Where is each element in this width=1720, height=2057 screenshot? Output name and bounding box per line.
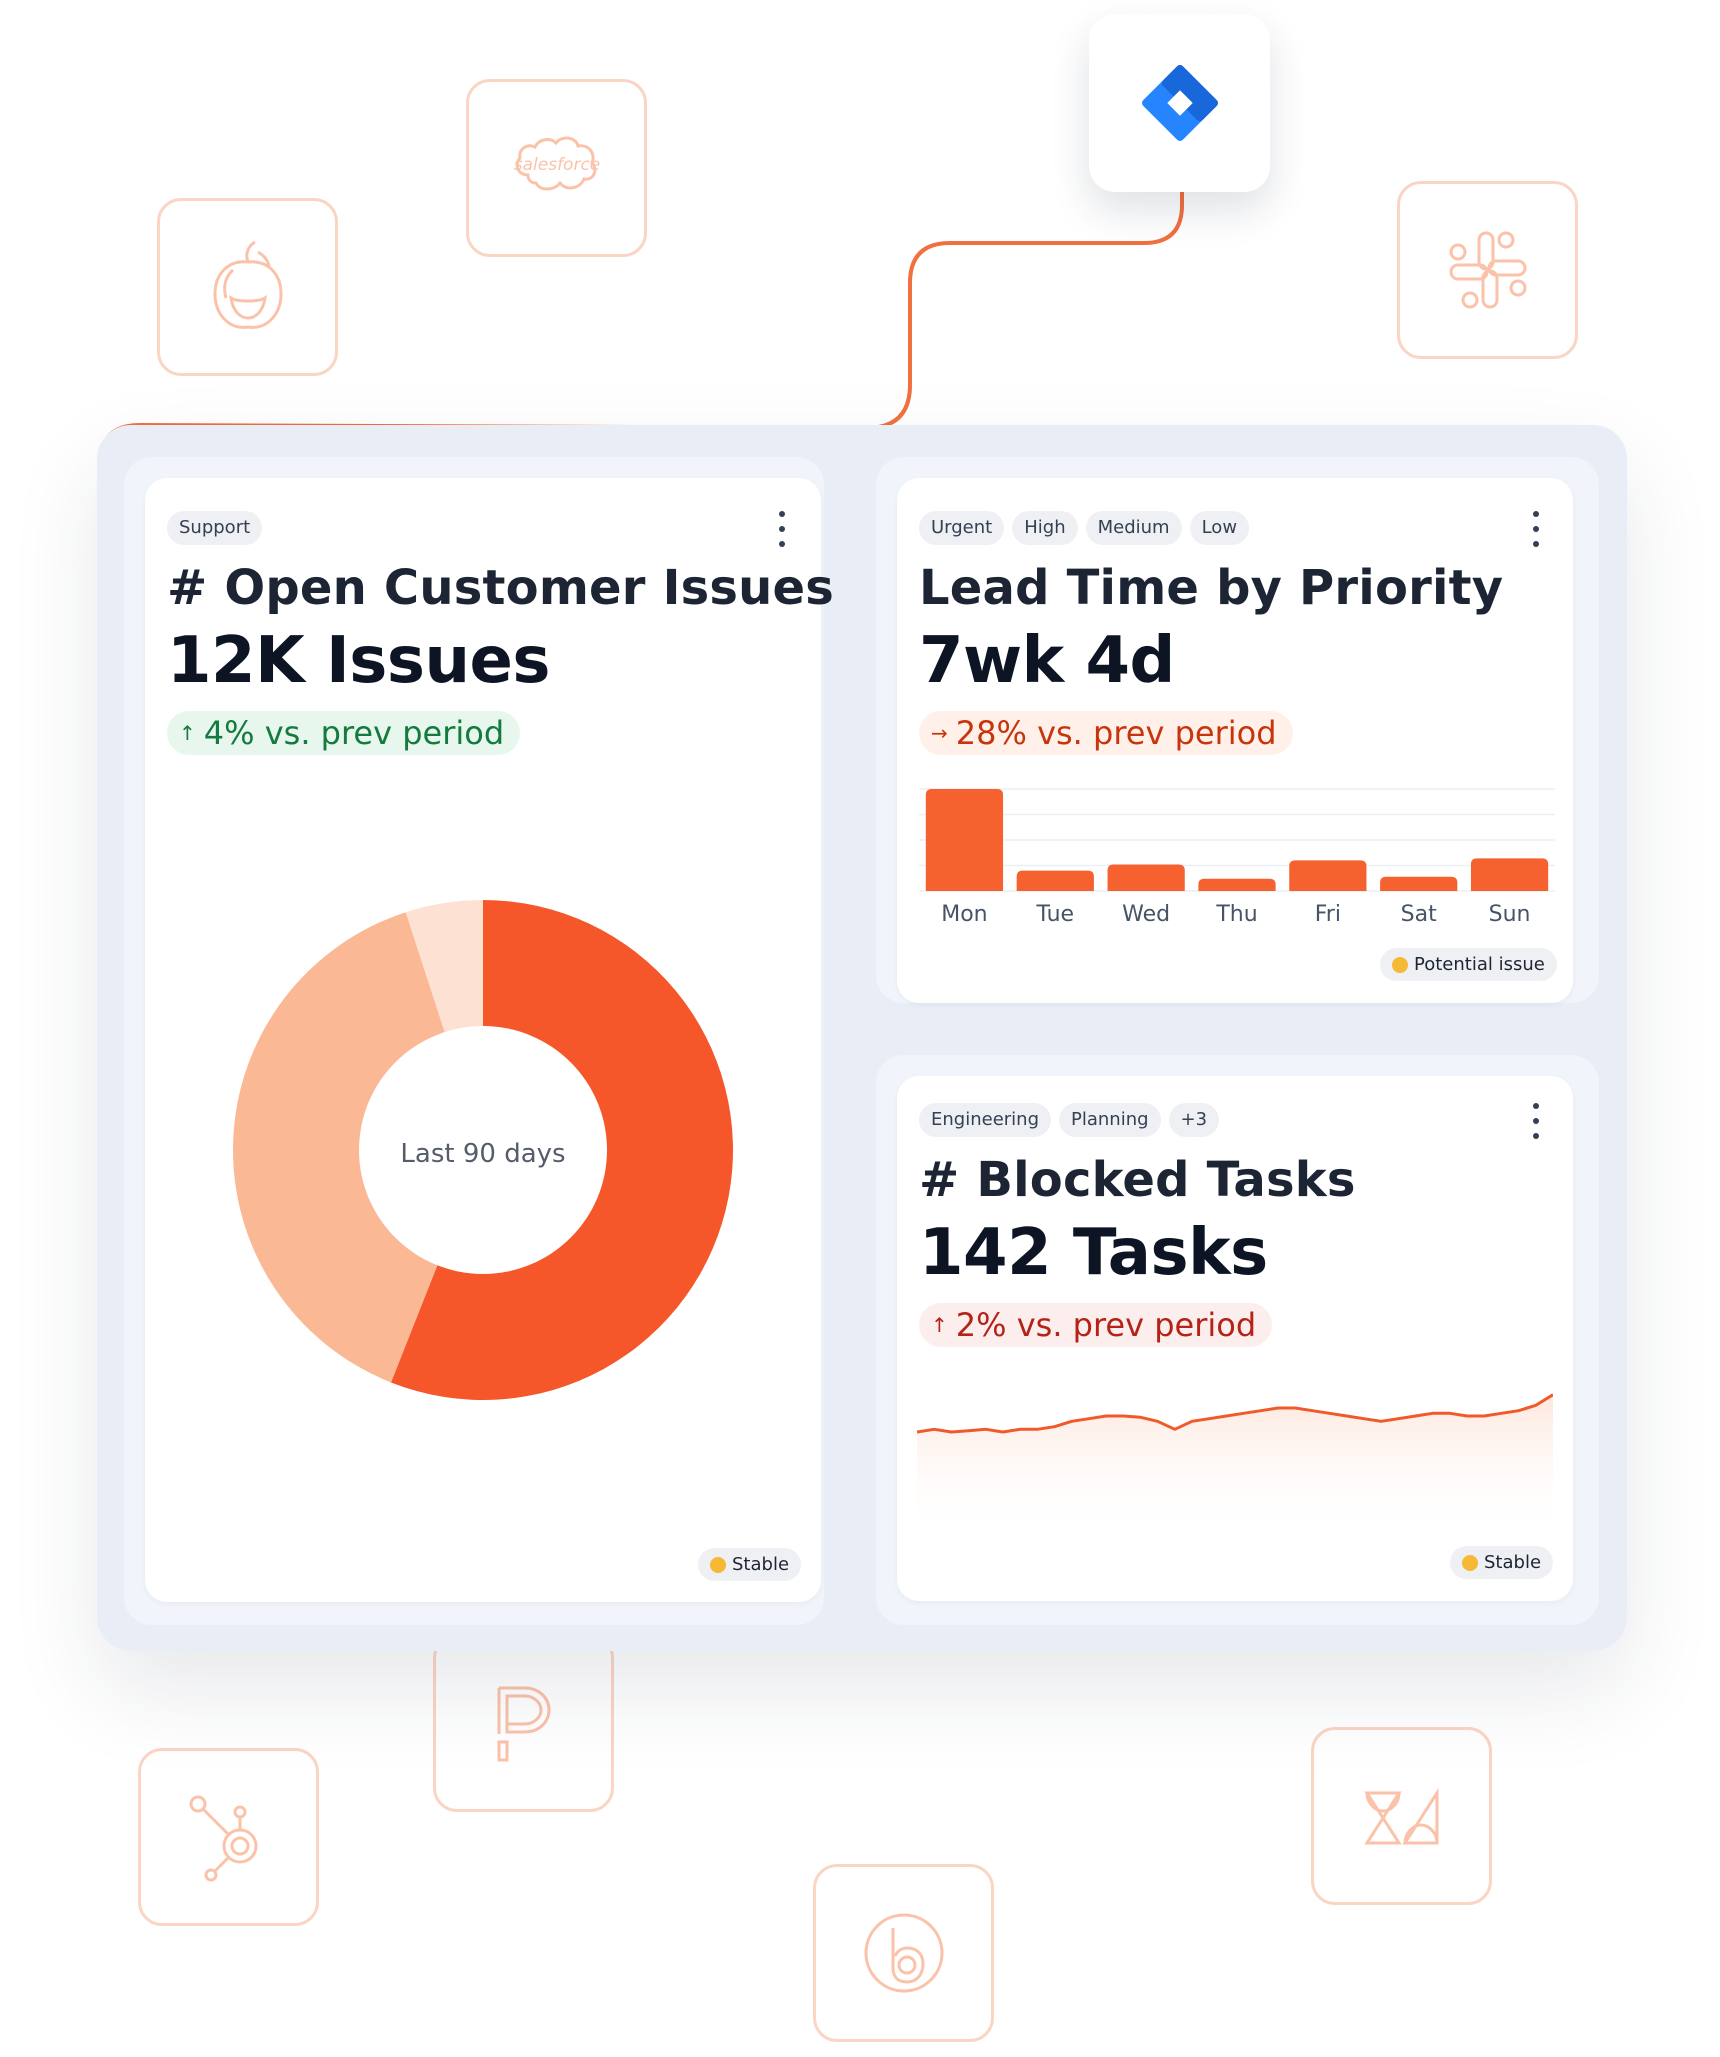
blocked-status-badge: Stable xyxy=(1450,1546,1554,1579)
arrow-up-icon: ↑ xyxy=(931,1313,948,1337)
lead-time-delta-badge: → 28% vs. prev period xyxy=(919,711,1293,755)
issues-tags: Support xyxy=(167,511,263,545)
issues-status-text: Stable xyxy=(732,1554,790,1575)
lead-time-bar-chart: Mon Tue Wed Thu Fri Sat Sun xyxy=(919,788,1555,927)
bar-label-mon: Mon xyxy=(941,902,987,927)
blocked-more-menu-icon[interactable] xyxy=(1529,1103,1543,1139)
issues-donut-chart: Last 90 days xyxy=(232,900,733,1400)
lead-time-delta-text: 28% vs. prev period xyxy=(955,714,1277,752)
apple-tile[interactable] xyxy=(157,198,338,376)
bar-sat[interactable] xyxy=(1380,876,1458,891)
tag-medium[interactable]: Medium xyxy=(1085,511,1182,545)
area-series-line xyxy=(917,1393,1553,1434)
issues-value: 12K Issues xyxy=(167,624,551,698)
issues-status-badge: Stable xyxy=(698,1548,802,1581)
svg-text:salesforce: salesforce xyxy=(513,155,600,175)
lead-time-title: Lead Time by Priority xyxy=(919,560,1504,616)
issues-panel: Support # Open Customer Issues 12K Issue… xyxy=(124,457,834,1625)
blocked-panel: Engineering Planning +3 # Blocked Tasks … xyxy=(876,1055,1599,1625)
bar-label-sun: Sun xyxy=(1489,902,1531,927)
zendesk-icon xyxy=(1363,1787,1438,1845)
apple-icon xyxy=(212,240,283,329)
bar-label-sat: Sat xyxy=(1401,902,1437,927)
bar-label-fri: Fri xyxy=(1315,902,1341,927)
jira-tile[interactable] xyxy=(1089,14,1270,192)
bar-label-thu: Thu xyxy=(1215,902,1257,927)
bar-mon[interactable] xyxy=(925,789,1004,891)
tag-urgent[interactable]: Urgent xyxy=(919,511,1005,545)
dashboard-board: Support # Open Customer Issues 12K Issue… xyxy=(97,425,1627,1651)
tag-support[interactable]: Support xyxy=(167,511,263,545)
lead-time-status-badge: Potential issue xyxy=(1380,948,1557,981)
arrow-right-icon: → xyxy=(931,721,948,745)
jira-icon xyxy=(1141,65,1218,141)
bar-fri[interactable] xyxy=(1289,860,1367,891)
lead-time-more-menu-icon[interactable] xyxy=(1529,511,1543,547)
blocked-tags: Engineering Planning +3 xyxy=(919,1103,1220,1137)
bar-wed[interactable] xyxy=(1107,864,1185,891)
blocked-title: # Blocked Tasks xyxy=(919,1152,1356,1208)
area-series-fill xyxy=(917,1394,1553,1536)
lead-time-value: 7wk 4d xyxy=(919,624,1175,698)
blocked-delta-badge: ↑ 2% vs. prev period xyxy=(919,1303,1273,1347)
issues-card: Support # Open Customer Issues 12K Issue… xyxy=(145,478,834,1602)
bar-tue[interactable] xyxy=(1016,870,1094,891)
blocked-area-chart xyxy=(917,1393,1553,1536)
blocked-value: 142 Tasks xyxy=(919,1216,1268,1290)
salesforce-icon: salesforce xyxy=(513,136,600,191)
bitbucket-tile[interactable] xyxy=(813,1864,994,2042)
sleep-face-icon xyxy=(710,1556,726,1573)
arrow-up-icon: ↑ xyxy=(179,721,196,745)
bar-label-tue: Tue xyxy=(1035,902,1074,927)
blocked-delta-text: 2% vs. prev period xyxy=(955,1306,1257,1344)
lead-time-card: Urgent High Medium Low Lead Time by Prio… xyxy=(897,478,1573,1003)
lead-time-panel: Urgent High Medium Low Lead Time by Prio… xyxy=(876,457,1599,1003)
bar-sun[interactable] xyxy=(1470,858,1549,891)
bar-thu[interactable] xyxy=(1198,878,1276,891)
issues-delta-text: 4% vs. prev period xyxy=(203,714,505,752)
hubspot-icon xyxy=(189,1795,257,1882)
blocked-card: Engineering Planning +3 # Blocked Tasks … xyxy=(897,1076,1573,1601)
donut-center-label: Last 90 days xyxy=(400,1139,565,1169)
hubspot-tile[interactable] xyxy=(138,1748,319,1926)
productboard-tile[interactable] xyxy=(433,1634,614,1812)
lead-time-tags: Urgent High Medium Low xyxy=(919,511,1250,545)
sleep-face-icon xyxy=(1462,1554,1478,1571)
blocked-status-text: Stable xyxy=(1484,1552,1542,1573)
slack-tile[interactable] xyxy=(1397,181,1578,359)
slack-icon xyxy=(1449,231,1526,309)
issues-delta-badge: ↑ 4% vs. prev period xyxy=(167,711,521,755)
lead-time-status-text: Potential issue xyxy=(1414,954,1545,975)
donut-slice-1[interactable] xyxy=(232,912,483,1383)
tag-planning[interactable]: Planning xyxy=(1059,1103,1161,1137)
productboard-icon xyxy=(497,1686,551,1762)
tag-more[interactable]: +3 xyxy=(1168,1103,1220,1137)
issues-more-menu-icon[interactable] xyxy=(775,511,789,547)
tag-low[interactable]: Low xyxy=(1189,511,1250,545)
zendesk-tile[interactable] xyxy=(1311,1727,1492,1905)
salesforce-tile[interactable]: salesforce xyxy=(466,79,647,257)
issues-title: # Open Customer Issues xyxy=(167,560,835,616)
tag-high[interactable]: High xyxy=(1012,511,1078,545)
bitbucket-icon xyxy=(864,1913,943,1993)
bar-label-wed: Wed xyxy=(1122,902,1170,927)
worried-face-icon xyxy=(1392,956,1408,973)
tag-engineering[interactable]: Engineering xyxy=(919,1103,1051,1137)
